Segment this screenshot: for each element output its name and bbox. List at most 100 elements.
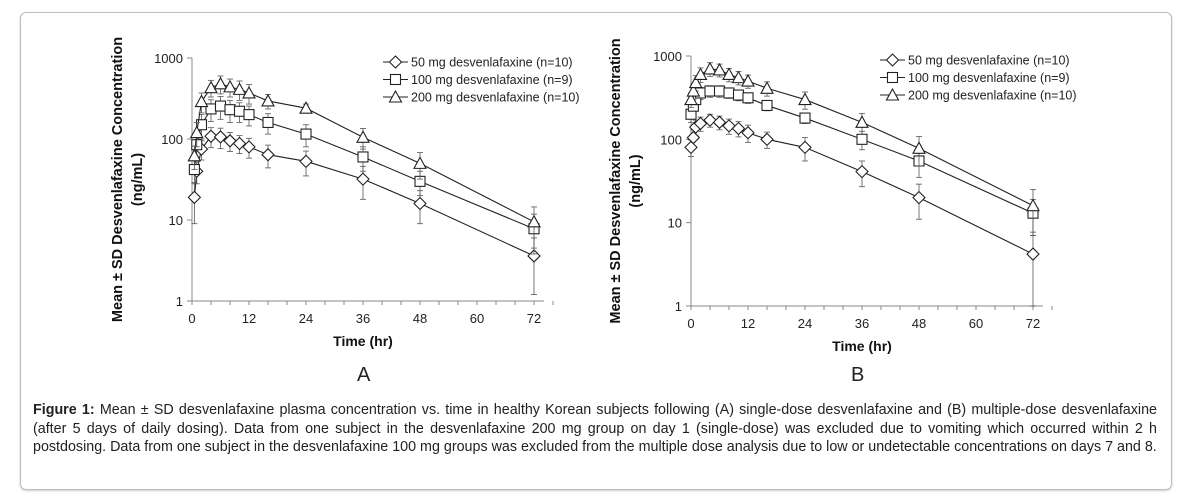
data-point-triangle <box>223 79 237 93</box>
caption-label: Figure 1: <box>33 402 95 418</box>
legend-label: 100 mg desvenlafaxine (n=9) <box>908 71 1070 85</box>
data-point-triangle <box>688 75 703 89</box>
x-tick-label: 24 <box>299 311 313 326</box>
legend-marker-diamond <box>388 55 403 69</box>
data-point-diamond <box>693 116 708 131</box>
data-point-diamond <box>722 119 736 133</box>
legend-label: 100 mg desvenlafaxine (n=9) <box>411 73 573 87</box>
data-point-triangle <box>703 61 717 75</box>
data-point-triangle <box>855 115 869 128</box>
data-point-triangle <box>187 148 202 162</box>
data-point-diamond <box>684 140 698 155</box>
legend-label: 200 mg desvenlafaxine (n=10) <box>411 91 580 105</box>
data-point-triangle <box>527 214 541 228</box>
y-axis-label-unit: (ng/mL) <box>628 154 644 207</box>
panel-label-b: B <box>851 364 865 386</box>
data-point-square <box>214 100 227 112</box>
data-point-square <box>262 116 274 129</box>
data-point-triangle <box>760 81 774 94</box>
figure-caption: Figure 1: Mean ± SD desvenlafaxine plasm… <box>33 401 1157 457</box>
data-point-square <box>300 128 312 140</box>
data-point-diamond <box>299 154 313 169</box>
data-point-diamond <box>356 172 370 186</box>
data-point-square <box>243 109 255 121</box>
data-point-triangle <box>261 93 275 107</box>
data-point-square <box>704 85 716 97</box>
legend-item: 50 mg desvenlafaxine (n=10) <box>383 55 573 70</box>
data-point-diamond <box>187 190 202 205</box>
x-tick-label: 60 <box>969 316 983 331</box>
series-triangle <box>187 75 541 249</box>
data-point-square <box>732 89 745 101</box>
data-point-triangle <box>194 94 209 108</box>
data-point-square <box>224 104 236 116</box>
data-point-triangle <box>413 156 427 169</box>
data-point-square <box>761 99 773 112</box>
data-point-diamond <box>731 121 746 136</box>
y-axis-label: Mean ± SD Desvenlafaxine Concentration (n… <box>110 37 146 322</box>
chart-b: 0 12 24 36 48 60 72 1 10 100 1000 Time (hr) Mean ± S… <box>608 38 1077 354</box>
data-point-triangle <box>731 70 746 84</box>
x-tick-label: 72 <box>1026 316 1040 331</box>
legend-marker-triangle <box>885 87 900 101</box>
data-point-triangle <box>798 92 812 106</box>
x-tick-label: 12 <box>242 311 256 326</box>
legend-item: 200 mg desvenlafaxine (n=10) <box>880 87 1077 103</box>
y-tick-label: 1000 <box>653 49 682 64</box>
x-tick-label: 48 <box>912 316 926 331</box>
legend-marker-diamond <box>885 53 900 67</box>
data-point-diamond <box>703 113 717 127</box>
series-diamond <box>684 113 1040 307</box>
x-tick-label: 24 <box>798 316 812 331</box>
data-point-triangle <box>189 125 204 139</box>
legend-marker-triangle <box>388 89 403 103</box>
chart-a: 0 12 24 36 48 60 72 1 10 100 1000 Time (hr) Mean ± S… <box>110 37 580 349</box>
legend-item: 50 mg desvenlafaxine (n=10) <box>880 53 1070 68</box>
data-point-diamond <box>1026 247 1040 261</box>
data-point-triangle <box>912 141 926 154</box>
data-point-triangle <box>213 76 228 90</box>
series-triangle <box>684 61 1040 236</box>
x-axis-label: Time (hr) <box>333 333 393 349</box>
data-point-diamond <box>855 164 869 179</box>
y-tick-label: 100 <box>161 132 183 147</box>
figure-frame <box>20 12 1172 490</box>
legend-label: 50 mg desvenlafaxine (n=10) <box>411 56 573 70</box>
legend-item: 100 mg desvenlafaxine (n=9) <box>383 73 573 87</box>
data-point-triangle <box>712 62 727 76</box>
data-point-triangle <box>686 83 701 97</box>
y-tick-label: 1000 <box>154 51 183 66</box>
data-point-triangle <box>684 92 698 106</box>
data-point-square <box>713 85 726 97</box>
data-point-diamond <box>798 140 812 155</box>
x-tick-label: 36 <box>356 311 370 326</box>
data-point-square <box>723 87 735 99</box>
caption-text: Mean ± SD desvenlafaxine plasma concentr… <box>33 402 1157 455</box>
series-line <box>193 105 535 230</box>
x-tick-label: 0 <box>687 316 694 331</box>
legend-label: 50 mg desvenlafaxine (n=10) <box>908 54 1070 68</box>
data-point-diamond <box>527 249 541 263</box>
x-tick-label: 60 <box>470 311 484 326</box>
panel-label-a: A <box>357 364 371 386</box>
legend-label: 200 mg desvenlafaxine (n=10) <box>908 89 1077 103</box>
x-tick-label: 72 <box>527 311 541 326</box>
data-point-square <box>742 92 754 104</box>
data-point-triangle <box>242 85 256 99</box>
data-point-triangle <box>1026 198 1040 212</box>
data-point-diamond <box>413 196 427 211</box>
data-point-diamond <box>204 129 218 144</box>
data-point-triangle <box>741 73 755 87</box>
data-point-diamond <box>223 134 237 148</box>
data-point-diamond <box>741 125 755 140</box>
y-tick-label: 1 <box>176 294 183 309</box>
x-tick-label: 48 <box>413 311 427 326</box>
data-point-diamond <box>760 132 774 147</box>
data-point-square <box>357 151 369 163</box>
y-tick-label: 100 <box>660 132 682 147</box>
data-point-diamond <box>213 130 228 144</box>
data-point-diamond <box>242 140 256 154</box>
y-tick-label: 10 <box>169 213 183 228</box>
data-point-triangle <box>232 82 247 95</box>
